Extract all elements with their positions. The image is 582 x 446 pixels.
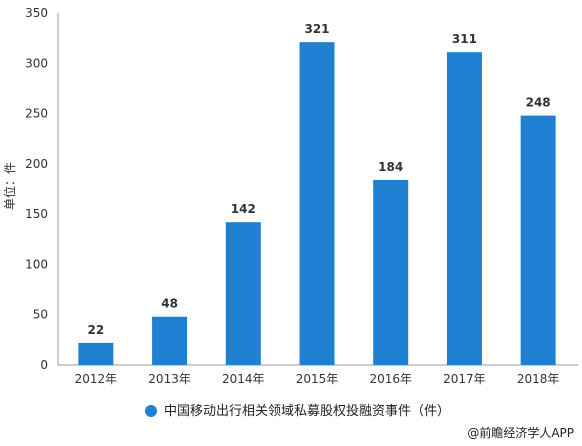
legend-marker bbox=[145, 405, 157, 417]
bar bbox=[520, 115, 556, 365]
bar bbox=[373, 179, 409, 365]
data-label: 142 bbox=[231, 202, 256, 216]
y-tick-label: 350 bbox=[25, 6, 48, 20]
bar bbox=[225, 222, 261, 365]
data-label: 321 bbox=[304, 22, 329, 36]
data-label: 184 bbox=[378, 160, 403, 174]
x-tick-labels: 2012年 2013年 2014年 2015年 2016年 2017年 2018年 bbox=[75, 372, 560, 386]
bar bbox=[299, 42, 335, 366]
x-tick-label: 2014年 bbox=[222, 372, 265, 386]
y-tick-label: 50 bbox=[33, 308, 48, 322]
y-tick-labels: 0 50 100 150 200 250 300 350 bbox=[25, 6, 48, 372]
bars bbox=[78, 42, 556, 366]
data-label: 48 bbox=[161, 297, 178, 311]
y-tick-label: 150 bbox=[25, 207, 48, 221]
x-tick-label: 2016年 bbox=[369, 372, 412, 386]
bar bbox=[446, 52, 482, 365]
bar bbox=[152, 316, 188, 365]
y-tick-label: 250 bbox=[25, 107, 48, 121]
x-tick-label: 2018年 bbox=[517, 372, 560, 386]
legend-label: 中国移动出行相关领域私募股权投融资事件（件） bbox=[164, 403, 450, 419]
credit-text: @前瞻经济学人APP bbox=[467, 425, 574, 440]
data-label: 248 bbox=[526, 96, 551, 110]
y-tick-label: 100 bbox=[25, 257, 48, 271]
legend: 中国移动出行相关领域私募股权投融资事件（件） bbox=[145, 403, 450, 419]
y-tick-label: 300 bbox=[25, 56, 48, 70]
data-label: 311 bbox=[452, 32, 477, 46]
y-tick-label: 0 bbox=[40, 358, 48, 372]
bar bbox=[78, 342, 114, 365]
x-tick-label: 2013年 bbox=[148, 372, 191, 386]
data-labels: 22 48 142 321 184 311 248 bbox=[88, 22, 551, 337]
y-axis-label: 单位：件 bbox=[2, 162, 17, 210]
x-axis: 2012年 2013年 2014年 2015年 2016年 2017年 2018年 bbox=[58, 364, 578, 386]
data-label: 22 bbox=[88, 323, 105, 337]
x-tick-label: 2017年 bbox=[443, 372, 486, 386]
x-tick-label: 2012年 bbox=[75, 372, 118, 386]
y-tick-label: 200 bbox=[25, 157, 48, 171]
x-tick-label: 2015年 bbox=[296, 372, 339, 386]
y-axis: 0 50 100 150 200 250 300 350 bbox=[25, 6, 59, 372]
